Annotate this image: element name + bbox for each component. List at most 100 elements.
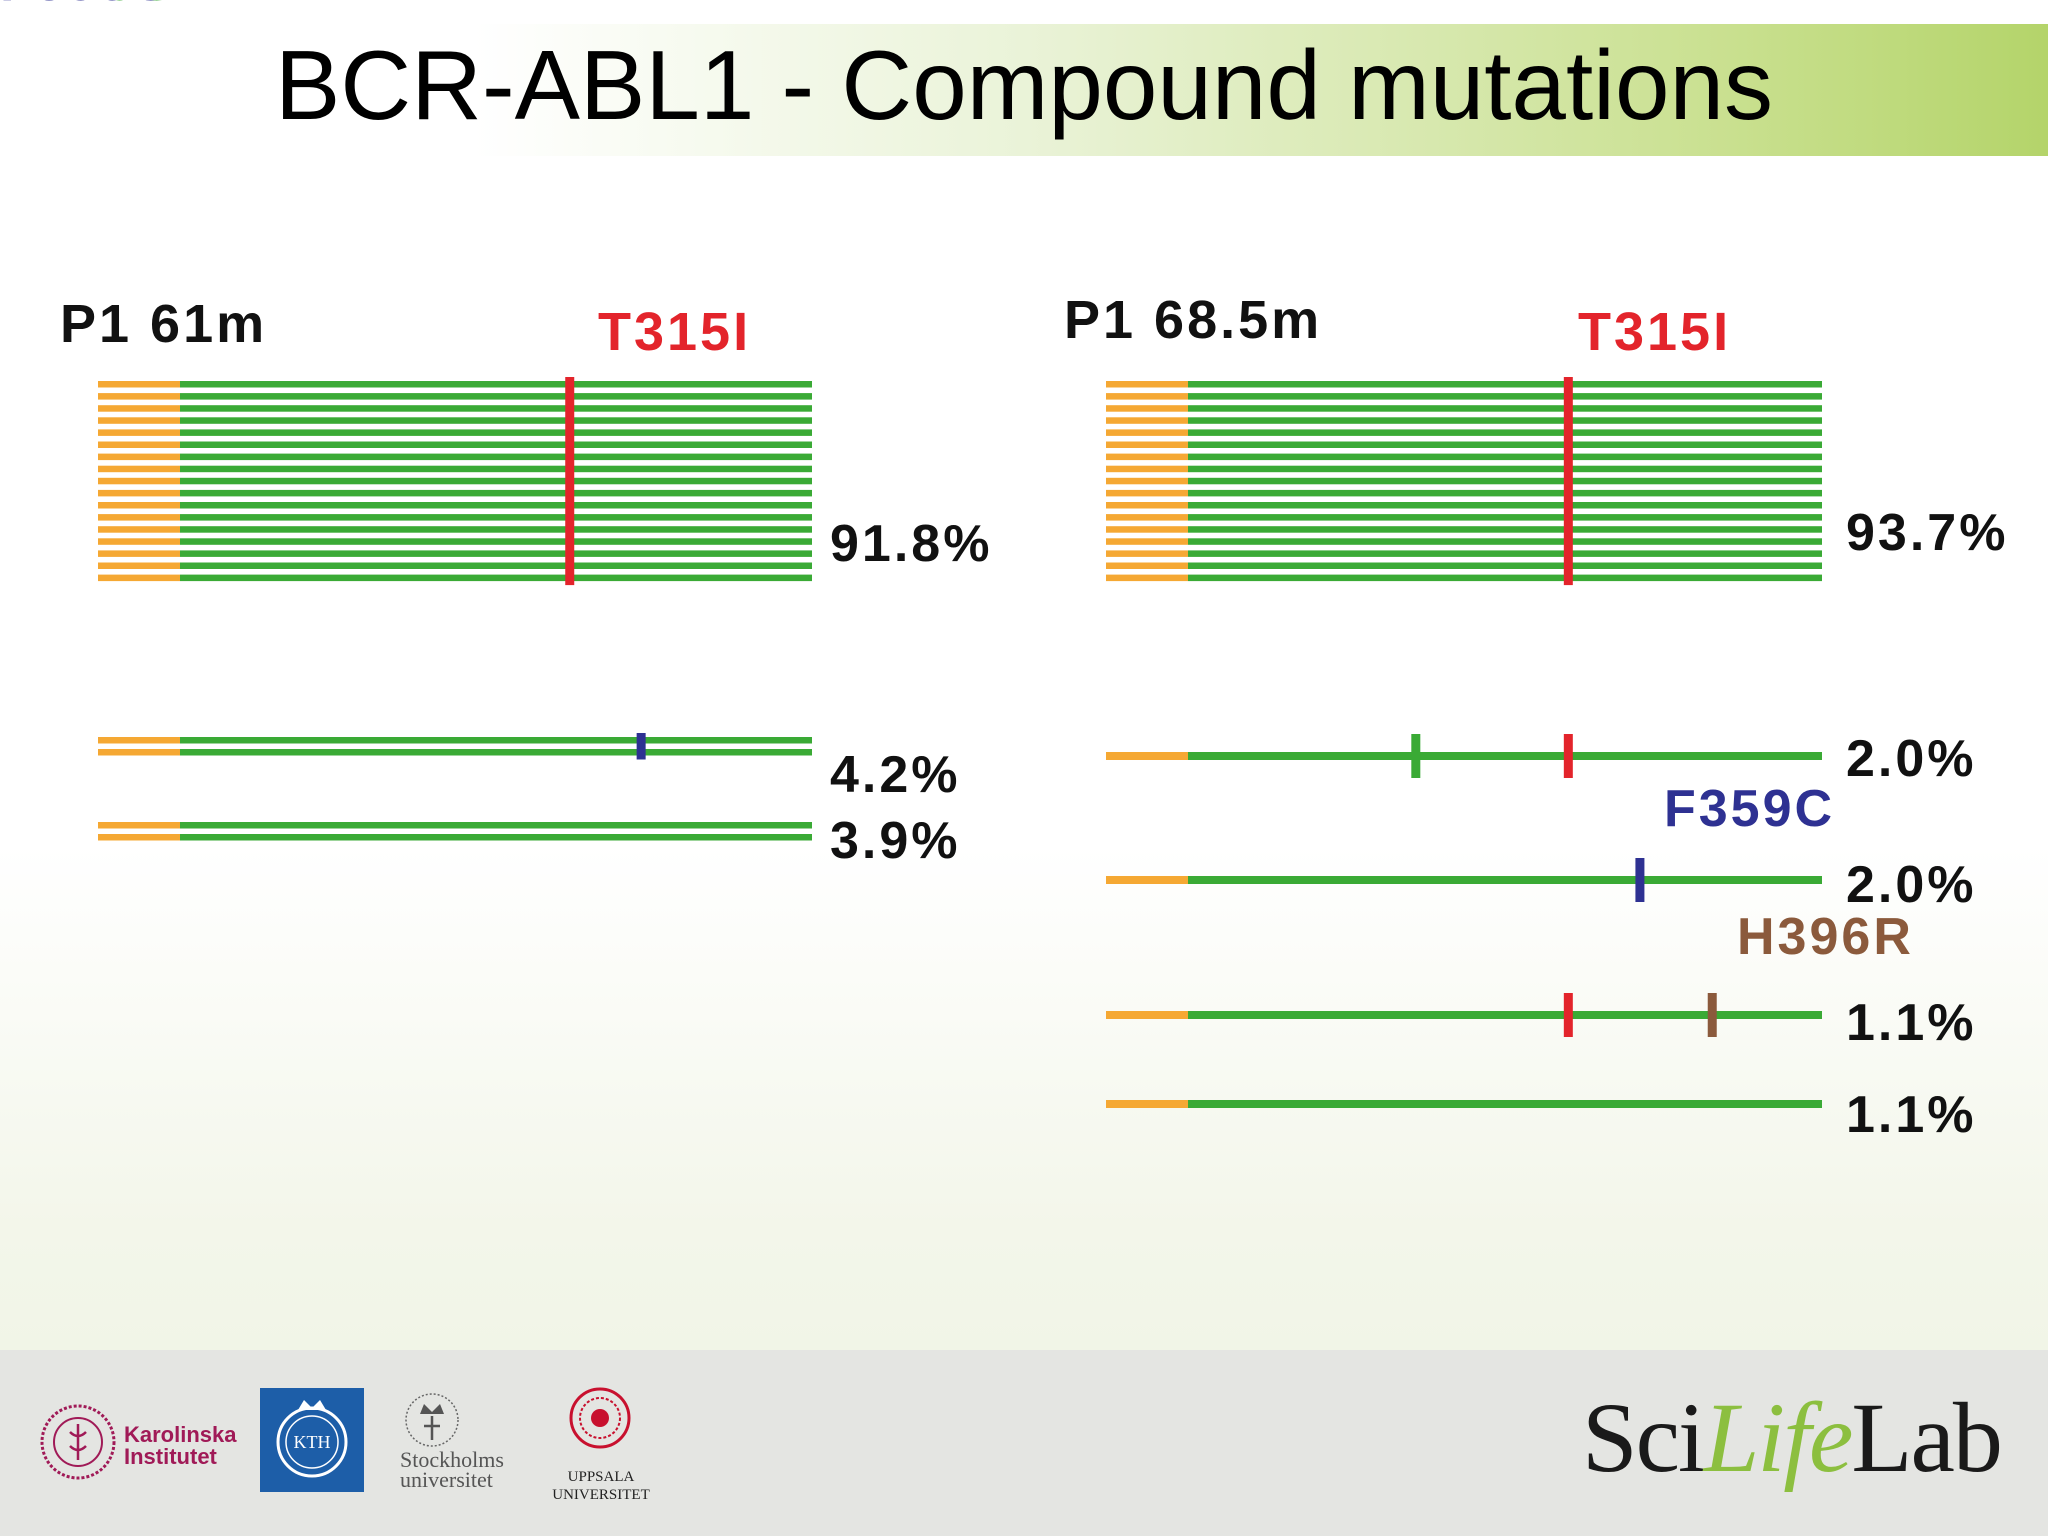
- abl1-segment: [1188, 441, 1822, 448]
- percent-label: 93.7%: [1846, 504, 2008, 562]
- percent-label: 4.2%: [830, 746, 961, 804]
- abl1-segment: [180, 822, 812, 829]
- bcr-segment: [98, 441, 180, 448]
- percent-label: 1.1%: [1846, 994, 1977, 1052]
- bcr-segment: [98, 502, 180, 509]
- bcr-segment: [1106, 417, 1188, 424]
- bcr-segment: [98, 550, 180, 557]
- abl1-segment: [180, 441, 812, 448]
- bcr-segment: [1106, 393, 1188, 400]
- abl1-segment: [180, 453, 812, 461]
- bcr-segment: [98, 393, 180, 400]
- kth-logo-icon: KTH: [260, 1388, 364, 1492]
- bcr-segment: [98, 514, 180, 521]
- bcr-segment: [1106, 562, 1188, 569]
- abl1-segment: [1188, 876, 1822, 884]
- bcr-segment: [1106, 453, 1188, 461]
- bcr-segment: [1106, 876, 1188, 884]
- mutation-marker: [565, 377, 575, 586]
- bcr-segment: [1106, 550, 1188, 557]
- bcr-segment: [98, 465, 180, 473]
- percent-label: 2.0%: [1846, 730, 1977, 788]
- abl1-segment: [1188, 465, 1822, 473]
- abl1-segment: [1188, 477, 1822, 485]
- bcr-segment: [98, 737, 180, 744]
- percent-label: 2.0%: [1846, 856, 1977, 914]
- abl1-segment: [1188, 514, 1822, 521]
- bcr-segment: [98, 574, 180, 582]
- scilifelab-post: Lab: [1851, 1382, 2002, 1493]
- bcr-segment: [1106, 405, 1188, 412]
- percent-label: 91.8%: [830, 515, 992, 573]
- header-mutation-label: T315I: [598, 302, 751, 362]
- scilifelab-life: Life: [1703, 1382, 1854, 1493]
- bcr-segment: [1106, 502, 1188, 509]
- stockholm-crown-icon: [405, 1393, 459, 1447]
- bcr-segment: [1106, 574, 1188, 582]
- bcr-segment: [98, 538, 180, 545]
- mutation-marker: [1707, 993, 1717, 1037]
- bcr-segment: [98, 562, 180, 569]
- title-band: [474, 24, 2048, 156]
- bcr-segment: [98, 381, 180, 388]
- mutation-label: F359C: [0, 0, 171, 12]
- percent-label: 1.1%: [1846, 1086, 1977, 1144]
- bcr-segment: [98, 429, 180, 436]
- bcr-segment: [98, 453, 180, 461]
- karolinska-logo-text: Karolinska Institutet: [124, 1422, 237, 1469]
- bcr-segment: [98, 834, 180, 841]
- bcr-segment: [98, 477, 180, 485]
- bcr-segment: [1106, 441, 1188, 448]
- abl1-segment: [180, 834, 812, 841]
- bcr-segment: [1106, 538, 1188, 545]
- bcr-segment: [1106, 1100, 1188, 1108]
- panel-label: P1 68.5m: [1064, 290, 1322, 350]
- abl1-segment: [1188, 526, 1822, 533]
- kth-logo-text: KTH: [294, 1432, 331, 1452]
- bcr-segment: [1106, 752, 1188, 760]
- header-mutation-label: T315I: [1578, 302, 1731, 362]
- karolinska-seal-icon: [40, 1404, 116, 1480]
- abl1-segment: [1188, 381, 1822, 388]
- abl1-segment: [1188, 1011, 1822, 1019]
- abl1-segment: [1188, 417, 1822, 424]
- mutation-marker: [1635, 858, 1645, 902]
- mutation-marker: [636, 733, 646, 760]
- abl1-segment: [180, 465, 812, 473]
- abl1-segment: [180, 749, 812, 756]
- abl1-segment: [1188, 489, 1822, 497]
- bcr-segment: [1106, 1011, 1188, 1019]
- abl1-segment: [1188, 538, 1822, 545]
- bcr-segment: [98, 489, 180, 497]
- bcr-segment: [1106, 381, 1188, 388]
- abl1-segment: [180, 737, 812, 744]
- bcr-segment: [98, 749, 180, 756]
- footer-logo-bar: Karolinska Institutet KTH Stockholms uni…: [0, 1350, 2048, 1536]
- abl1-segment: [180, 417, 812, 424]
- abl1-segment: [1188, 405, 1822, 412]
- mutation-marker: [1563, 734, 1573, 778]
- stockholm-logo-text: Stockholms universitet: [400, 1447, 504, 1492]
- abl1-segment: [1188, 1100, 1822, 1108]
- scilifelab-pre: Sci: [1582, 1382, 1706, 1493]
- abl1-segment: [180, 514, 812, 521]
- abl1-segment: [180, 502, 812, 509]
- bcr-segment: [1106, 514, 1188, 521]
- bcr-segment: [98, 405, 180, 412]
- mutation-label: H396R: [1737, 908, 1914, 966]
- abl1-segment: [1188, 502, 1822, 509]
- abl1-segment: [1188, 393, 1822, 400]
- abl1-segment: [180, 562, 812, 569]
- abl1-segment: [180, 538, 812, 545]
- abl1-segment: [1188, 429, 1822, 436]
- abl1-segment: [180, 429, 812, 436]
- abl1-segment: [180, 381, 812, 388]
- bcr-segment: [1106, 429, 1188, 436]
- abl1-segment: [1188, 550, 1822, 557]
- uppsala-logo-text: UPPSALA UNIVERSITET: [552, 1469, 650, 1503]
- scilifelab-logo: SciLifeLab: [1582, 1380, 2003, 1495]
- bcr-segment: [1106, 465, 1188, 473]
- panel-label: P1 61m: [60, 294, 267, 354]
- abl1-segment: [180, 574, 812, 582]
- mutation-label: F359C: [1664, 780, 1835, 838]
